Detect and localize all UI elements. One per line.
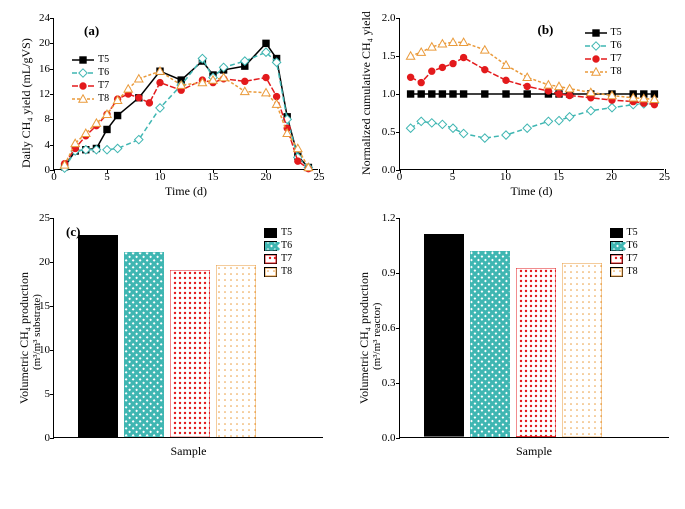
panel-tag: (c) xyxy=(66,224,80,240)
y-axis-label: Normalized cumulative CH₄ yield xyxy=(359,11,374,175)
bar-t5 xyxy=(424,234,464,437)
legend: T5T6T7T8 xyxy=(264,226,292,278)
panel-a: 048121620240510152025Time (d)(a)T5T6T7T8… xyxy=(5,10,343,200)
figure-grid: 048121620240510152025Time (d)(a)T5T6T7T8… xyxy=(0,0,685,480)
bar-t7 xyxy=(170,270,210,437)
y-axis-label-2: (m³/m³ substrate) xyxy=(31,294,43,370)
panel-c: 0510152025Sample(c)T5T6T7T8Volumetric CH… xyxy=(5,210,343,470)
line-chart xyxy=(400,18,664,169)
bar-t6 xyxy=(124,252,164,437)
x-axis-label: Sample xyxy=(171,444,207,459)
panel-tag: (a) xyxy=(84,23,99,39)
panel-tag: (b) xyxy=(538,22,554,38)
x-axis-label: Time (d) xyxy=(511,184,553,199)
bar-t5 xyxy=(78,235,118,437)
bar-t8 xyxy=(216,265,256,437)
y-axis-label: Daily CH₄ yield (mL/gVS) xyxy=(19,38,34,168)
legend: T5T6T7T8 xyxy=(585,26,622,78)
legend: T5T6T7T8 xyxy=(72,53,109,105)
panel-tag: (d) xyxy=(440,232,456,248)
panel-b: 0.00.51.01.52.00510152025Time (d)(b)T5T6… xyxy=(343,10,681,200)
y-axis-label-2: (m³/m³ reactor) xyxy=(371,303,383,370)
x-axis-label: Time (d) xyxy=(165,184,207,199)
x-axis-label: Sample xyxy=(516,444,552,459)
y-axis-label: Volumetric CH₄ production xyxy=(17,272,32,404)
legend: T5T6T7T8 xyxy=(610,226,638,278)
y-axis-label: Volumetric CH₄ production xyxy=(357,272,372,404)
panel-d: 0.00.30.60.91.2Sample(d)T5T6T7T8Volumetr… xyxy=(343,210,681,470)
bar-t8 xyxy=(562,263,602,437)
bar-t7 xyxy=(516,268,556,437)
bar-t6 xyxy=(470,251,510,437)
